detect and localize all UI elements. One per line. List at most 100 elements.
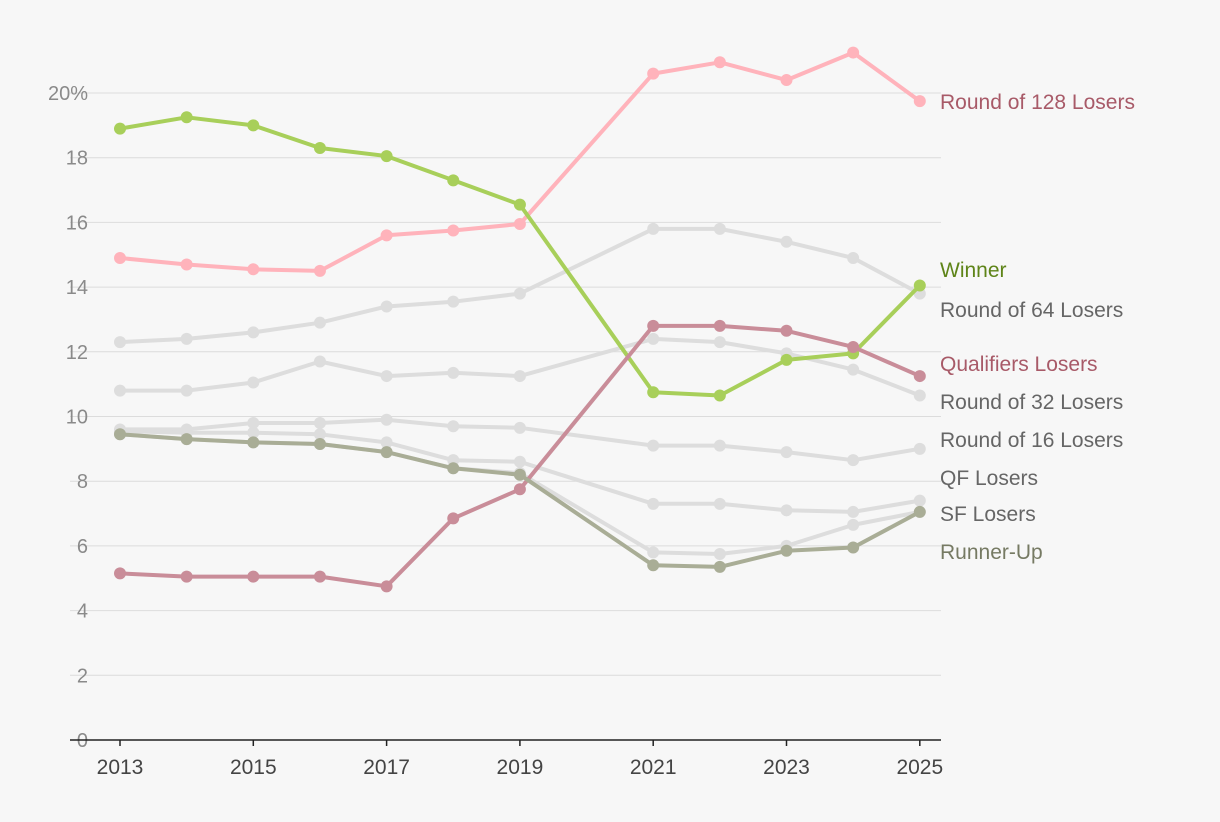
x-tick-label: 2019 [497, 756, 544, 779]
data-point [847, 541, 860, 554]
data-point [713, 319, 726, 332]
data-point [313, 316, 326, 329]
x-tick-label: 2025 [896, 756, 943, 779]
series-labels: Round of 64 Losers Round of 32 Losers Roun… [940, 91, 1135, 564]
x-tick-label: 2021 [630, 756, 677, 779]
series-line [118, 336, 922, 398]
data-point [313, 428, 326, 441]
data-point [913, 505, 926, 518]
data-point [780, 446, 793, 459]
data-point [313, 264, 326, 277]
data-point [647, 386, 660, 399]
series-line [118, 323, 922, 589]
series-label-round-of-128-losers: Round of 128 Losers [940, 91, 1135, 114]
data-point [713, 439, 726, 452]
data-point [847, 46, 860, 59]
series-qualifiers-losers [114, 319, 926, 593]
y-tick-label: 12 [66, 342, 88, 364]
gridlines [70, 92, 941, 676]
series-label-qualifiers-losers: Qualifiers Losers [940, 353, 1098, 376]
data-point [447, 512, 460, 525]
y-tick-label: 18 [66, 148, 88, 170]
data-point [180, 570, 193, 583]
data-point [447, 420, 460, 433]
x-tick-label: 2023 [763, 756, 810, 779]
data-point [447, 366, 460, 379]
data-point [513, 287, 526, 300]
series-lines [114, 46, 926, 593]
data-point [380, 580, 393, 593]
series-line [118, 226, 922, 345]
y-tick-label: 4 [77, 601, 88, 623]
y-tick-label: 6 [77, 536, 88, 558]
x-tick-label: 2015 [230, 756, 277, 779]
data-point [380, 446, 393, 459]
data-point [114, 384, 126, 397]
data-point [313, 437, 326, 450]
y-tick-label: 0 [77, 730, 88, 752]
data-point [114, 122, 126, 135]
data-point [780, 353, 793, 366]
series-line [118, 417, 922, 463]
x-tick-label: 2017 [363, 756, 410, 779]
data-point [713, 389, 726, 402]
series-label-round-of-16-losers: Round of 16 Losers [940, 429, 1123, 452]
data-point [180, 332, 193, 345]
y-tick-label: 10 [66, 407, 88, 429]
data-point [247, 119, 260, 132]
data-point [647, 222, 660, 235]
data-point [913, 389, 926, 402]
series-line [118, 429, 922, 514]
series-line [118, 432, 922, 569]
x-tick-label: 2013 [97, 756, 144, 779]
data-point [513, 421, 526, 434]
data-point [114, 428, 126, 441]
data-point [647, 559, 660, 572]
series-label-round-of-64-losers: Round of 64 Losers [940, 299, 1123, 322]
series-winner [114, 111, 926, 402]
data-point [513, 468, 526, 481]
data-point [180, 384, 193, 397]
y-tick-label: 20% [48, 83, 88, 105]
data-point [647, 319, 660, 332]
data-point [847, 251, 860, 264]
series-line [118, 50, 922, 273]
data-point [447, 224, 460, 237]
data-point [114, 251, 126, 264]
data-point [647, 67, 660, 80]
data-point [313, 355, 326, 368]
data-point [780, 235, 793, 248]
data-point [380, 413, 393, 426]
data-point [847, 454, 860, 467]
data-point [913, 494, 926, 507]
data-point [647, 439, 660, 452]
series-runner-up [114, 428, 926, 573]
data-point [513, 218, 526, 231]
data-point [313, 570, 326, 583]
data-point [713, 336, 726, 349]
series-line [118, 115, 922, 398]
data-point [380, 300, 393, 313]
data-point [713, 547, 726, 560]
data-point [380, 436, 393, 449]
data-point [780, 324, 793, 337]
y-tick-label: 16 [66, 212, 88, 234]
data-point [513, 483, 526, 496]
data-point [447, 174, 460, 187]
y-tick-label: 14 [66, 277, 88, 299]
y-tick-label: 8 [77, 471, 88, 493]
data-point [247, 436, 260, 449]
data-point [713, 56, 726, 69]
data-point [847, 363, 860, 376]
data-point [247, 416, 260, 429]
data-point [913, 279, 926, 292]
y-axis-ticks: 0 2 4 6 8 10 12 14 16 18 20% [48, 83, 88, 752]
data-point [713, 222, 726, 235]
y-tick-label: 2 [77, 665, 88, 687]
data-point [313, 141, 326, 154]
data-point [447, 295, 460, 308]
data-point [513, 455, 526, 468]
series-label-runner-up: Runner-Up [940, 541, 1043, 564]
data-point [647, 497, 660, 510]
